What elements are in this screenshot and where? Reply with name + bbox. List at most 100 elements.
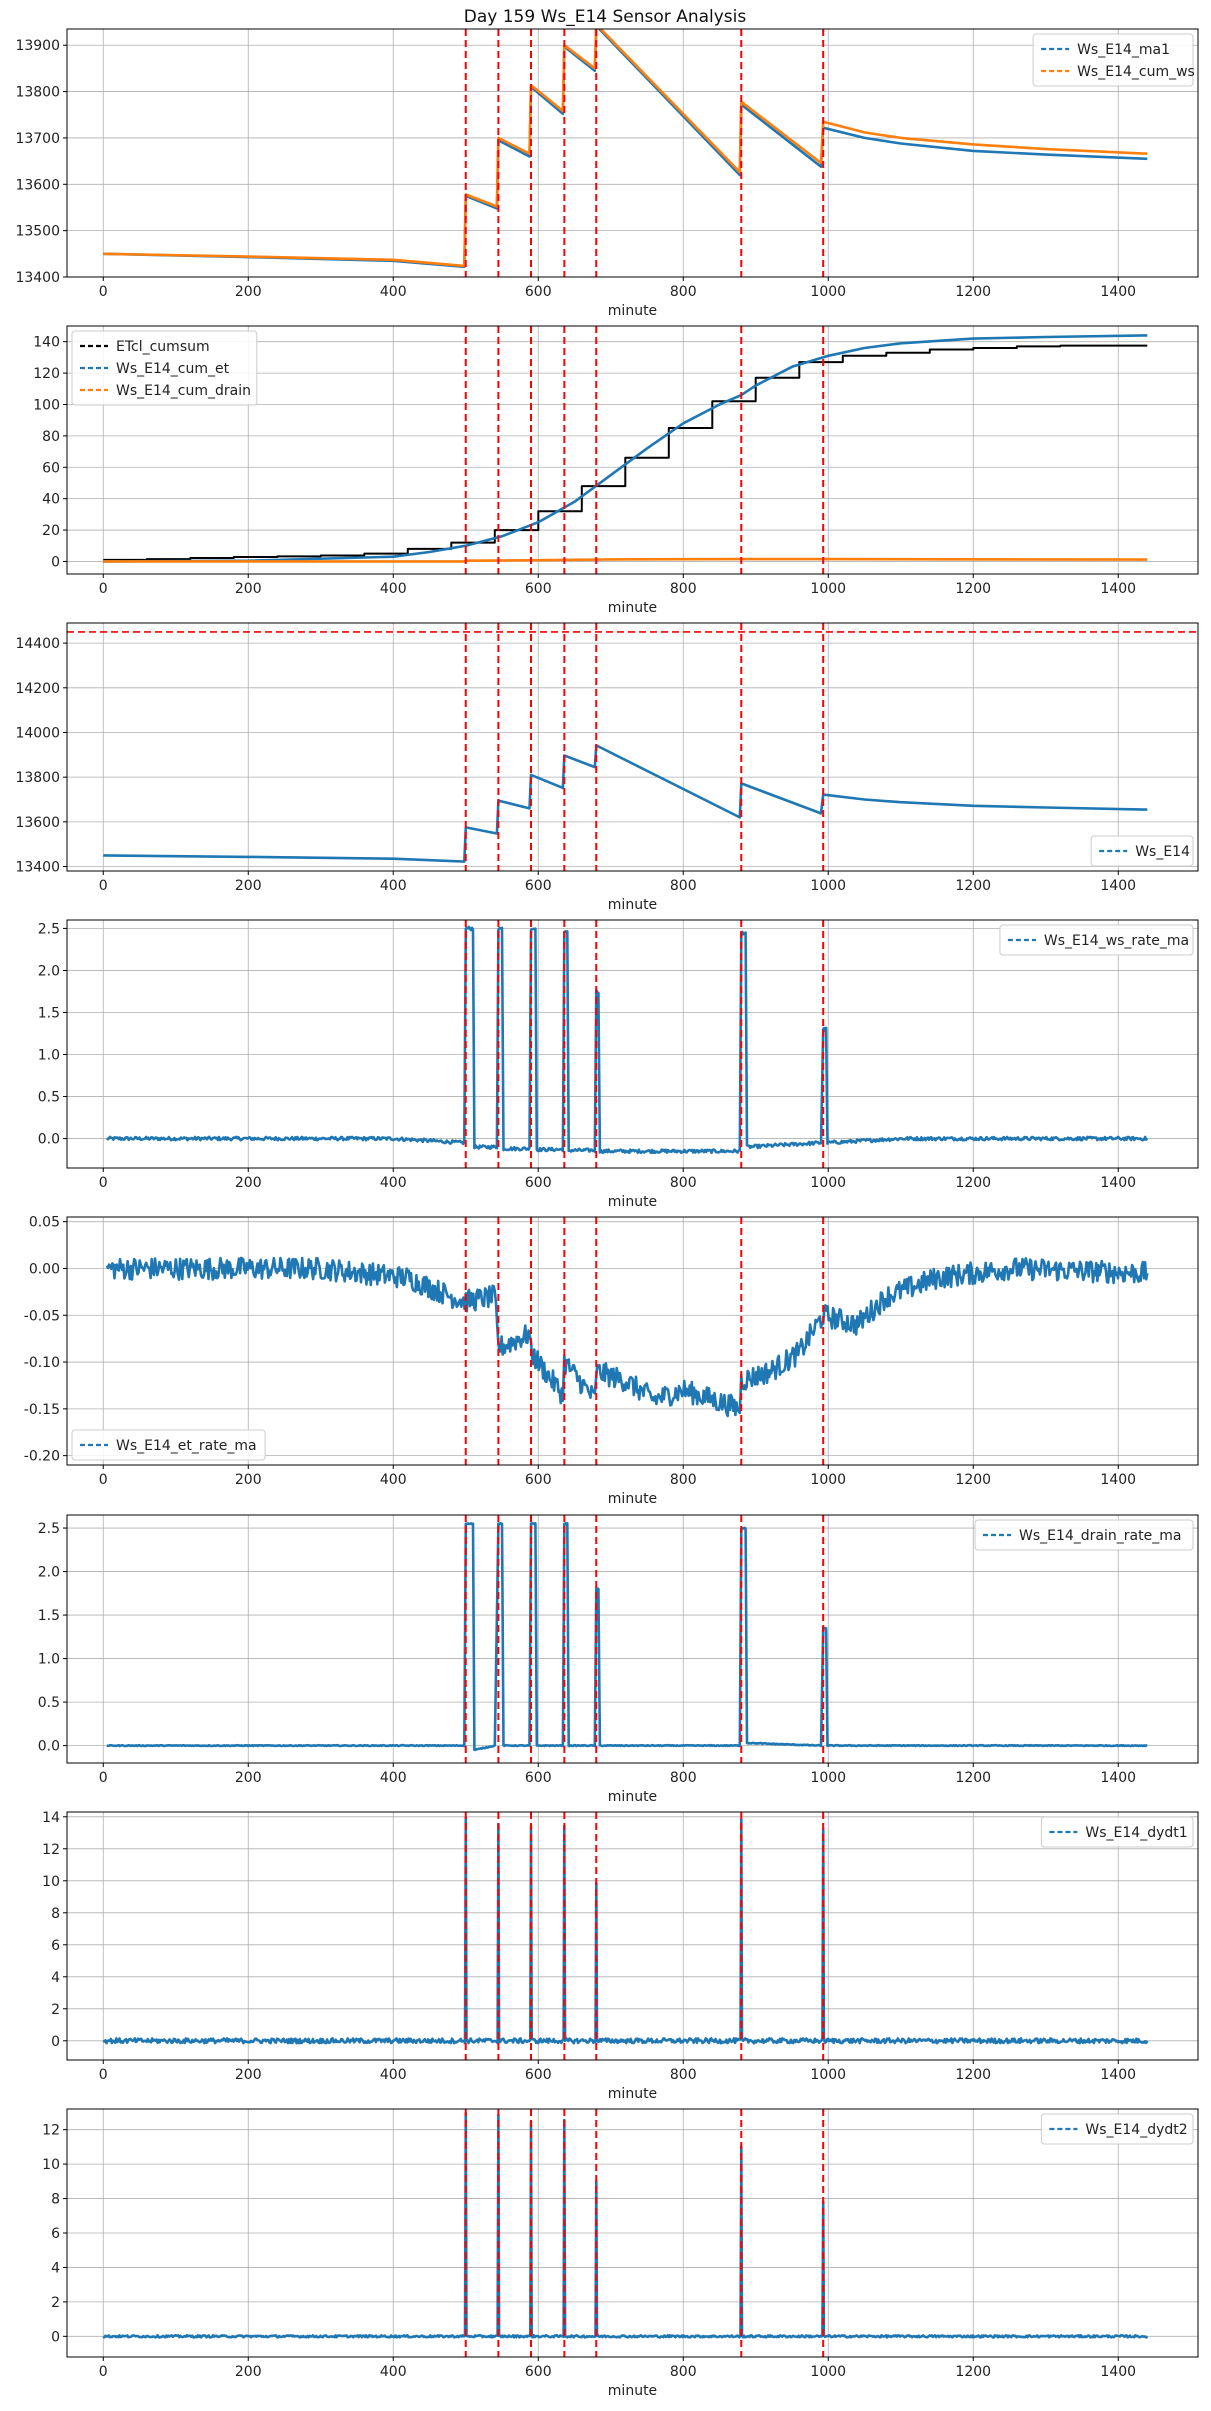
legend-entry: Ws_E14 xyxy=(1135,844,1190,860)
x-tick-label: 600 xyxy=(525,1175,552,1191)
y-tick-label: 12 xyxy=(42,2123,60,2139)
series-line-Ws_E14_dydt2 xyxy=(102,2111,1149,2339)
legend: Ws_E14 xyxy=(1090,835,1194,867)
figure-title: Day 159 Ws_E14 Sensor Analysis xyxy=(464,7,747,27)
legend-box xyxy=(71,330,258,406)
legend-entry: Ws_E14_drain_rate_ma xyxy=(1019,1528,1181,1544)
x-axis-label: minute xyxy=(608,303,657,319)
series-line-Ws_E14_et_rate_ma xyxy=(105,1256,1149,1418)
y-tick-label: 13900 xyxy=(15,38,60,54)
y-tick-label: -0.20 xyxy=(24,1449,60,1465)
legend-entry: Ws_E14_dydt1 xyxy=(1085,1825,1187,1841)
y-tick-label: 13800 xyxy=(15,85,60,101)
x-tick-label: 400 xyxy=(380,1770,407,1786)
x-tick-label: 1200 xyxy=(955,1472,991,1488)
legend-entry: Ws_E14_cum_ws xyxy=(1077,64,1195,80)
y-tick-label: 0.5 xyxy=(38,1695,60,1711)
legend-entry: Ws_E14_ma1 xyxy=(1077,42,1170,58)
y-tick-label: 140 xyxy=(33,335,60,351)
y-tick-label: 8 xyxy=(51,2192,60,2208)
x-tick-label: 200 xyxy=(235,1175,262,1191)
x-tick-label: 1400 xyxy=(1100,878,1136,894)
x-axis-label: minute xyxy=(608,897,657,913)
plot-frame xyxy=(66,1216,1199,1466)
x-axis-label: minute xyxy=(608,2383,657,2399)
y-tick-label: 6 xyxy=(51,2226,60,2242)
y-tick-label: -0.10 xyxy=(24,1355,60,1371)
legend-box xyxy=(1040,2113,1194,2145)
y-tick-label: 10 xyxy=(42,1874,60,1890)
legend-box xyxy=(974,1519,1194,1551)
x-tick-label: 1000 xyxy=(810,1770,846,1786)
x-tick-label: 400 xyxy=(380,581,407,597)
y-tick-label: 14200 xyxy=(15,681,60,697)
y-tick-label: 2.5 xyxy=(38,1521,60,1537)
y-tick-label: 13500 xyxy=(15,224,60,240)
x-tick-label: 1000 xyxy=(810,284,846,300)
subplot-1: 0 200 400 600 800 1000 1200 1400 13400 13500 13600… xyxy=(15,28,1199,319)
x-tick-label: 200 xyxy=(235,878,262,894)
x-axis-label: minute xyxy=(608,1194,657,1210)
series-line-Ws_E14_dydt1 xyxy=(102,1816,1149,2045)
x-tick-label: 1000 xyxy=(810,1175,846,1191)
series-line-Ws_E14_cum_drain xyxy=(103,557,1148,563)
subplot-6: 0 200 400 600 800 1000 1200 1400 0.0 0.5 1.0 1.5 2.0… xyxy=(38,1514,1199,1805)
x-tick-label: 0 xyxy=(99,581,108,597)
x-tick-label: 0 xyxy=(99,878,108,894)
x-tick-label: 1400 xyxy=(1100,2067,1136,2083)
legend-entry: Ws_E14_ws_rate_ma xyxy=(1044,933,1189,949)
x-tick-label: 0 xyxy=(99,1472,108,1488)
y-tick-label: 4 xyxy=(51,1970,60,1986)
legend-box xyxy=(999,924,1194,956)
x-axis-label: minute xyxy=(608,1491,657,1507)
x-tick-label: 600 xyxy=(525,284,552,300)
y-tick-label: 2.5 xyxy=(38,921,60,937)
legend-entry: Ws_E14_et_rate_ma xyxy=(116,1438,257,1454)
x-tick-label: 400 xyxy=(380,1472,407,1488)
plot-frame xyxy=(66,622,1199,872)
y-tick-label: 0 xyxy=(51,2329,60,2345)
x-tick-label: 400 xyxy=(380,878,407,894)
legend-entry: Ws_E14_dydt2 xyxy=(1085,2122,1187,2138)
y-tick-label: 14 xyxy=(42,1810,60,1826)
y-tick-label: 13400 xyxy=(15,270,60,286)
x-axis-label: minute xyxy=(608,1789,657,1805)
y-tick-label: 13600 xyxy=(15,815,60,831)
x-tick-label: 1000 xyxy=(810,581,846,597)
x-tick-label: 200 xyxy=(235,581,262,597)
x-tick-label: 400 xyxy=(380,2364,407,2380)
legend: Ws_E14_ws_rate_ma xyxy=(999,924,1194,956)
y-tick-label: -0.05 xyxy=(24,1308,60,1324)
y-tick-label: 40 xyxy=(42,492,60,508)
y-tick-label: 2.0 xyxy=(38,1565,60,1581)
plot-frame xyxy=(66,325,1199,575)
x-tick-label: 200 xyxy=(235,2364,262,2380)
legend-entry: ETcl_cumsum xyxy=(116,339,210,355)
series-line-Ws_E14_ws_rate_ma xyxy=(105,925,1149,1155)
x-tick-label: 1200 xyxy=(955,1175,991,1191)
x-tick-label: 800 xyxy=(670,1770,697,1786)
x-tick-label: 200 xyxy=(235,1770,262,1786)
x-tick-label: 200 xyxy=(235,1472,262,1488)
x-tick-label: 1400 xyxy=(1100,1175,1136,1191)
x-tick-label: 800 xyxy=(670,1472,697,1488)
x-tick-label: 400 xyxy=(380,2067,407,2083)
x-tick-label: 600 xyxy=(525,878,552,894)
plot-frame xyxy=(66,1514,1199,1764)
y-tick-label: 0.05 xyxy=(29,1215,60,1231)
legend: Ws_E14_ma1 Ws_E14_cum_ws xyxy=(1032,33,1195,87)
x-tick-label: 1000 xyxy=(810,2364,846,2380)
x-tick-label: 1400 xyxy=(1100,581,1136,597)
legend-box xyxy=(1090,835,1194,867)
y-tick-label: 8 xyxy=(51,1906,60,1922)
plot-frame xyxy=(66,919,1199,1169)
x-tick-label: 1400 xyxy=(1100,1472,1136,1488)
x-tick-label: 600 xyxy=(525,581,552,597)
x-tick-label: 1000 xyxy=(810,878,846,894)
x-tick-label: 1200 xyxy=(955,2364,991,2380)
y-tick-label: 60 xyxy=(42,460,60,476)
x-tick-label: 800 xyxy=(670,1175,697,1191)
y-tick-label: -0.15 xyxy=(24,1402,60,1418)
plot-frame xyxy=(66,1811,1199,2061)
